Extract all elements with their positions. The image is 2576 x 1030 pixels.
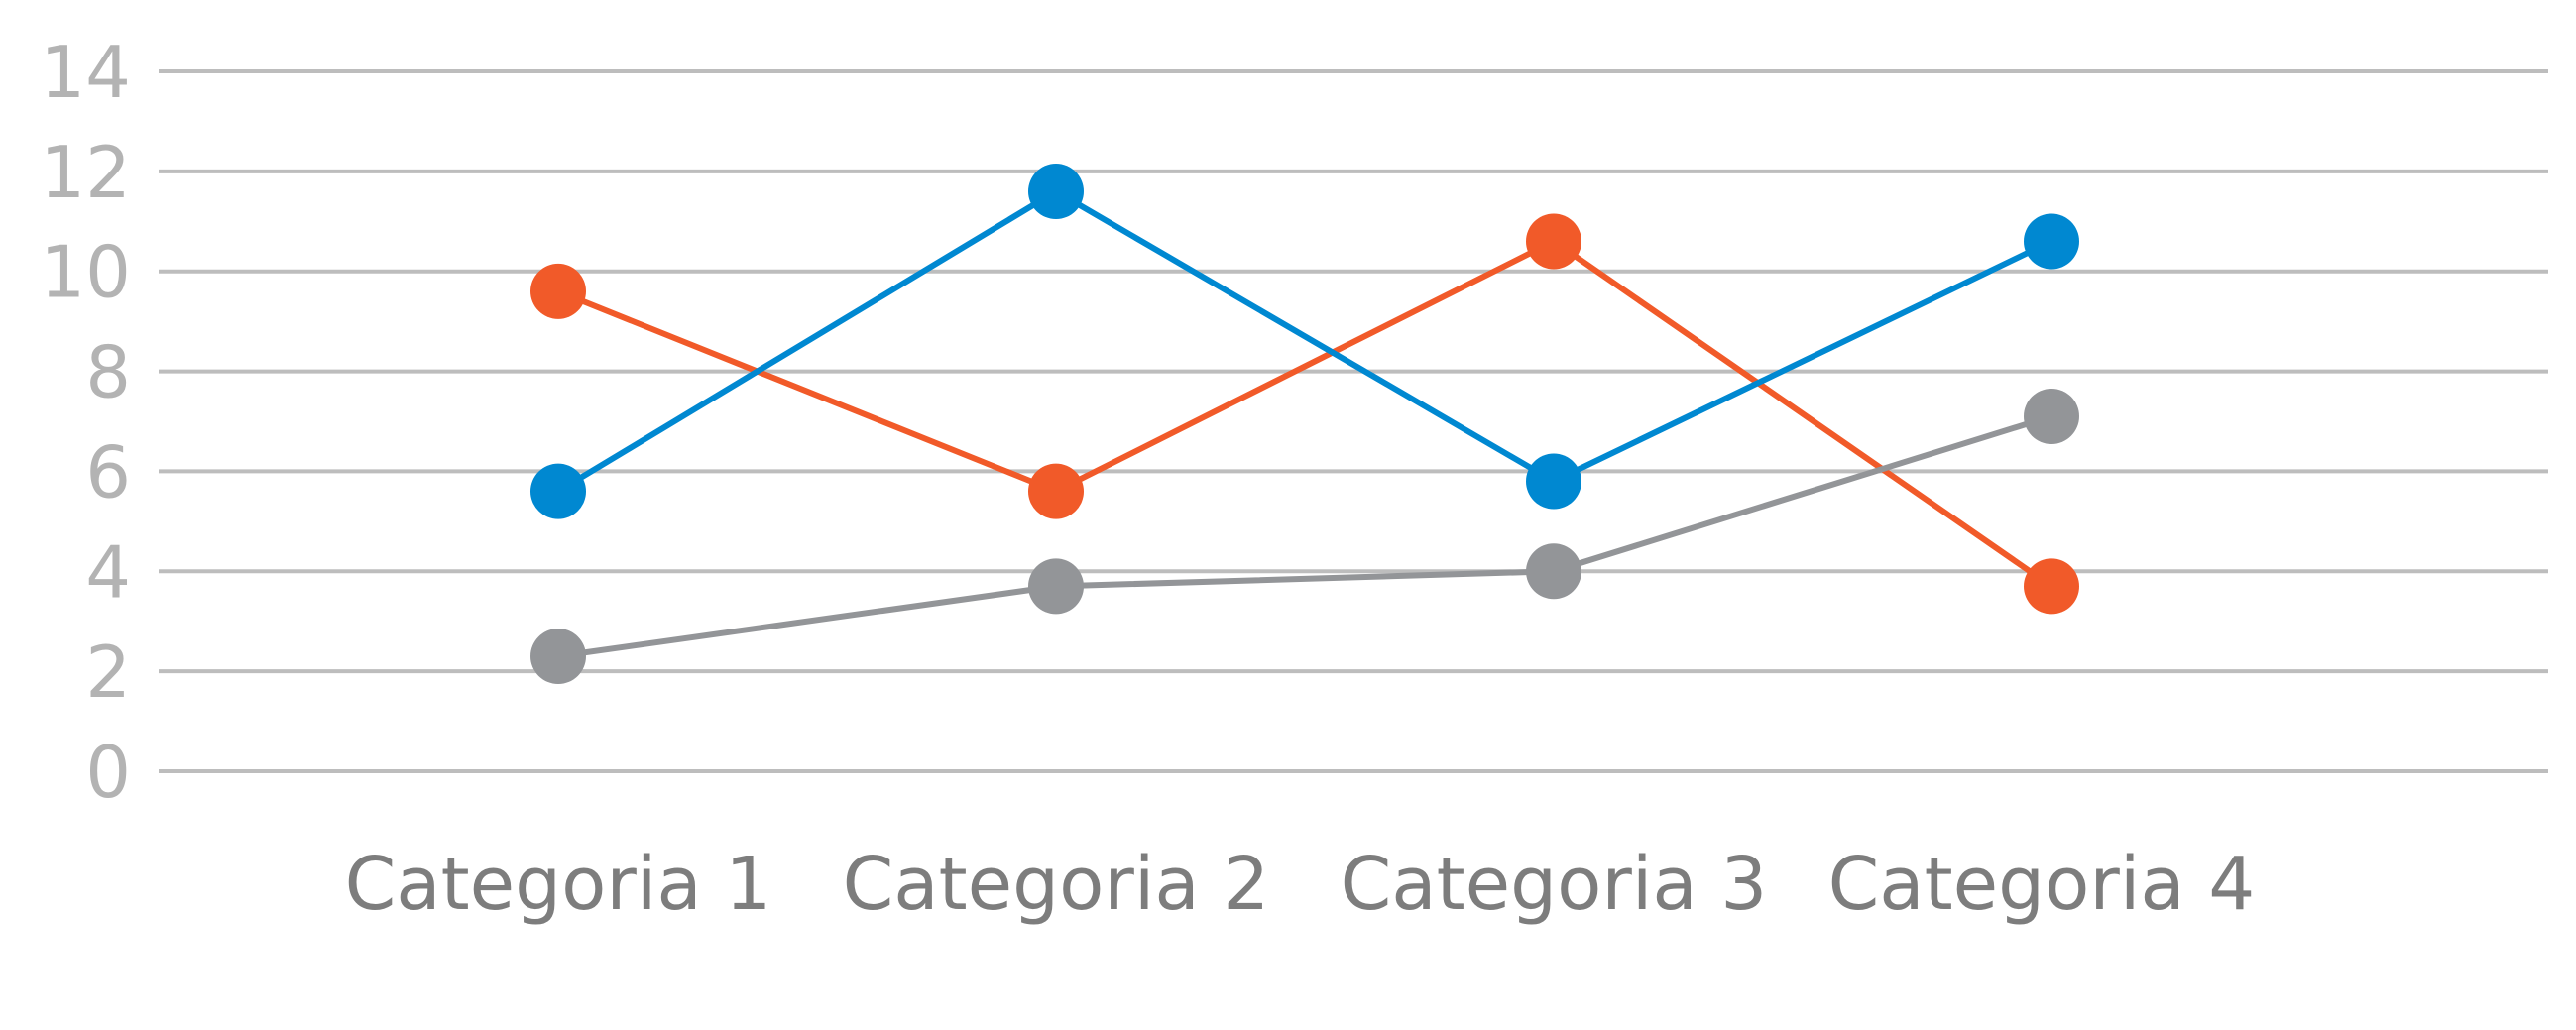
series-line-2 xyxy=(556,187,2053,495)
series-1-point-1 xyxy=(530,263,586,319)
y-tick-label: 10 xyxy=(40,231,131,314)
series-group xyxy=(530,164,2079,685)
x-tick-label: Categoria 1 xyxy=(345,842,772,927)
series-2-point-4 xyxy=(2024,213,2079,270)
y-tick-label: 8 xyxy=(85,331,131,414)
gridlines xyxy=(159,69,2548,773)
x-tick-label: Categoria 2 xyxy=(843,842,1270,927)
y-tick-label: 0 xyxy=(85,731,131,814)
series-1-point-3 xyxy=(1526,213,1581,270)
series-2-point-3 xyxy=(1526,453,1581,510)
series-1-point-4 xyxy=(2024,558,2079,615)
y-tick-label: 12 xyxy=(40,131,131,214)
y-tick-label: 14 xyxy=(40,31,131,114)
series-line-1 xyxy=(556,237,2053,589)
y-axis-ticks: 0 2 4 6 8 10 12 14 xyxy=(40,31,131,814)
x-tick-label: Categoria 3 xyxy=(1341,842,1768,927)
y-tick-label: 6 xyxy=(85,430,131,514)
series-3-point-2 xyxy=(1028,558,1084,615)
series-line-3 xyxy=(557,413,2052,659)
series-3-point-3 xyxy=(1526,543,1581,600)
series-2-point-2 xyxy=(1028,164,1084,220)
x-tick-label: Categoria 4 xyxy=(1828,842,2256,927)
series-2-point-1 xyxy=(530,463,586,519)
y-tick-label: 2 xyxy=(85,630,131,714)
series-3-point-1 xyxy=(530,629,586,685)
series-3-point-4 xyxy=(2024,388,2079,444)
y-tick-label: 4 xyxy=(85,530,131,614)
series-1-point-2 xyxy=(1028,463,1084,519)
x-axis-ticks: Categoria 1 Categoria 2 Categoria 3 Categor… xyxy=(345,842,2256,927)
